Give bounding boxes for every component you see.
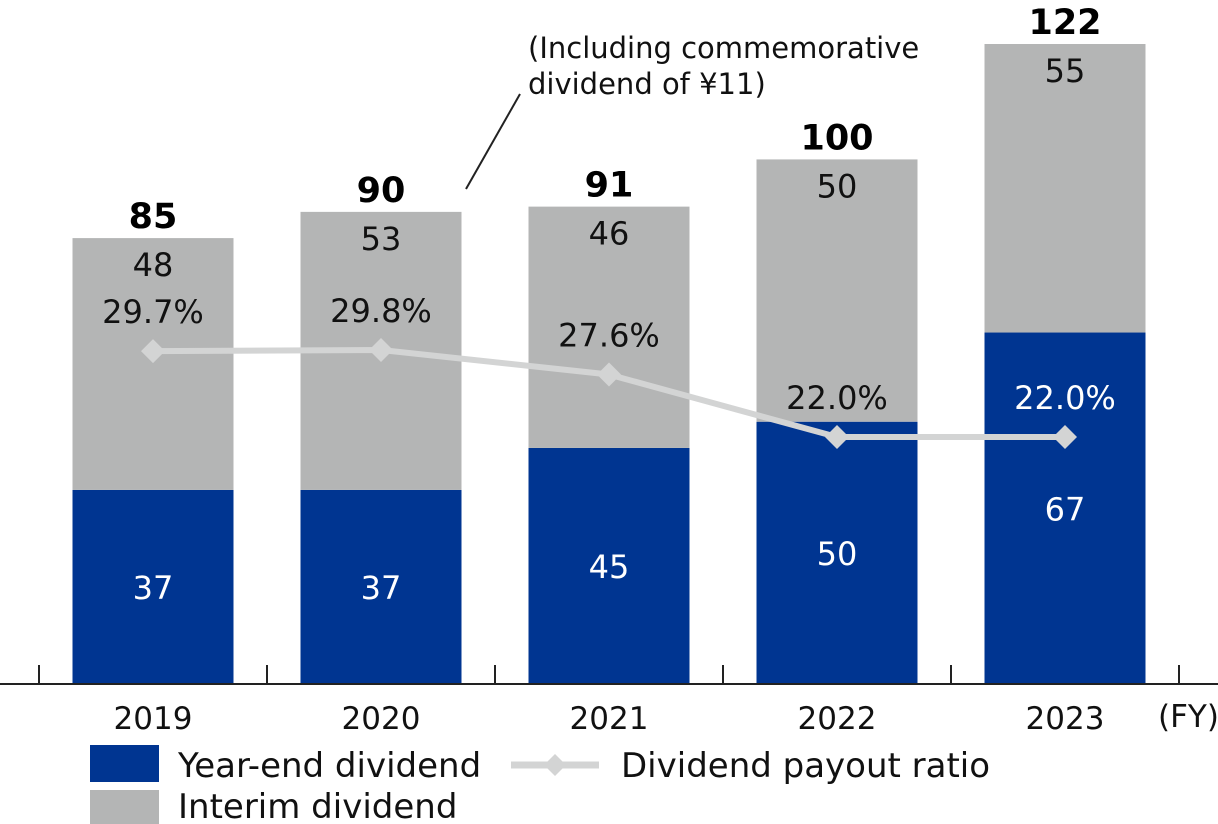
year-end-value-label: 37 [361,569,402,607]
bars-layer [72,44,1146,684]
interim-bar [984,44,1146,333]
legend-swatch-year-end [90,745,159,782]
payout-ratio-marker [597,362,621,387]
x-axis-category-label: 2019 [114,701,193,737]
year-end-value-label: 50 [817,535,858,573]
x-axis-category-label: 2021 [570,701,649,737]
labels-layer: 37 48 85 37 53 90 45 46 91 50 50 100 67 55 122 29.7% 29.… [102,3,1116,607]
total-value-label: 122 [1028,3,1101,43]
legend-label-payout-ratio: Dividend payout ratio [621,746,990,786]
legend-label-year-end: Year-end dividend [177,746,481,786]
payout-ratio-label: 29.8% [330,292,432,330]
total-value-label: 91 [585,166,634,206]
annotation-line-2: dividend of ¥11) [528,67,766,101]
payout-ratio-label: 22.0% [1014,379,1116,417]
interim-value-label: 55 [1045,52,1086,90]
year-end-value-label: 45 [589,548,630,586]
payout-ratio-marker [141,339,165,364]
legend-swatch-interim [90,790,159,824]
year-end-bar [300,489,462,684]
payout-ratio-marker [1053,425,1077,449]
x-axis-category-label: 2022 [798,701,877,737]
annotation-line-1: (Including commemorative [528,31,919,65]
year-end-bar [756,421,918,684]
interim-bar [528,206,690,448]
interim-bar [72,238,234,490]
payout-ratio-marker [825,425,849,449]
payout-ratio-label: 29.7% [102,293,204,331]
payout-ratio-marker [369,338,393,362]
year-end-value-label: 37 [133,569,174,607]
year-end-bar [528,447,690,684]
legend: Year-end dividend Interim dividend Divid… [90,745,990,824]
payout-ratio-label: 22.0% [786,379,888,417]
x-axis-category-label: 2020 [342,701,421,737]
year-end-bar [72,489,234,684]
year-end-bar [984,332,1146,684]
legend-line-marker [544,754,566,776]
x-axis-category-label: 2023 [1026,701,1105,737]
interim-value-label: 53 [361,220,402,258]
payout-ratio-label: 27.6% [558,317,660,355]
total-value-label: 90 [357,171,406,211]
x-axis-labels: 2019 2020 2021 2022 2023 [114,701,1105,737]
total-value-label: 85 [129,197,178,237]
x-axis-ticks [38,665,1180,684]
interim-bar [756,159,918,422]
year-end-value-label: 67 [1045,490,1086,528]
interim-value-label: 48 [133,246,174,284]
interim-value-label: 46 [589,215,630,253]
payout-ratio-line-layer [141,338,1077,449]
interim-value-label: 50 [817,167,858,205]
annotation-leader-line [465,93,521,190]
total-value-label: 100 [800,118,873,158]
annotation-group: (Including commemorative dividend of ¥11… [465,31,919,190]
x-axis-unit-label: (FY) [1158,699,1218,735]
legend-label-interim: Interim dividend [178,787,457,824]
